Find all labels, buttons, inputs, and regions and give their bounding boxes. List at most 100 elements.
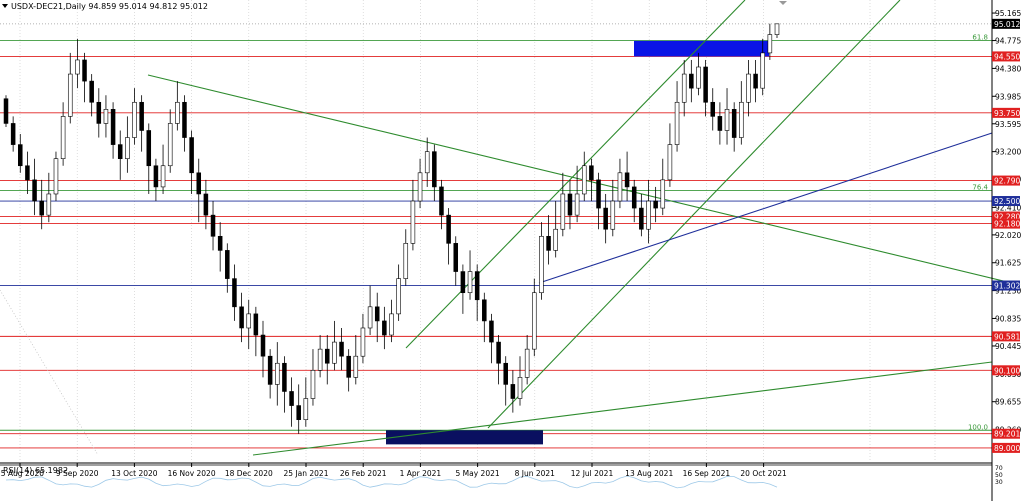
autoscroll-marker-icon[interactable] (779, 1, 787, 5)
trend-line (252, 361, 993, 456)
candlestick-series (3, 23, 780, 434)
trend-line (0, 289, 99, 456)
candle-body (189, 137, 194, 174)
candle-body (125, 137, 130, 160)
candle-body (332, 341, 337, 364)
candle-body (446, 214, 451, 244)
candle-body (289, 391, 294, 406)
level-price-label: 93.750 (994, 109, 1020, 118)
vertical-grid (19, 0, 936, 462)
fib-label: 76.4 (972, 183, 988, 191)
candle-body (767, 34, 773, 54)
candle-body (139, 101, 144, 131)
candle-body (432, 151, 437, 188)
candle-body (453, 243, 459, 272)
price-zone (634, 40, 769, 57)
candle-body (75, 59, 80, 75)
price-tick-label: 90.835 (995, 314, 1021, 323)
candle-body (596, 179, 601, 209)
time-tick-label: 1 Apr 2021 (400, 469, 442, 478)
candle-body (482, 299, 487, 322)
candle-body (703, 66, 708, 103)
candle-body (210, 214, 216, 237)
level-price-label: 91.302 (994, 282, 1020, 291)
price-tick-label: 89.655 (995, 398, 1021, 407)
price-tick-label: 91.230 (995, 287, 1021, 296)
candle-body (32, 179, 37, 202)
candle-body (46, 193, 52, 216)
candle-body (624, 172, 630, 188)
time-tick-label: 16 Sep 2021 (683, 469, 731, 478)
candle-body (717, 116, 723, 131)
candle-body (25, 165, 30, 181)
candle-body (674, 101, 680, 145)
price-tick-label: 94.775 (995, 37, 1021, 46)
candle-body (67, 73, 73, 117)
level-price-label-bg (992, 175, 1020, 186)
candle-body (382, 320, 387, 336)
candle-body (303, 398, 309, 420)
level-price-label-bg (992, 218, 1020, 229)
candle-body (489, 320, 494, 343)
level-price-label: 89.201 (994, 430, 1020, 439)
candle-body (603, 207, 608, 230)
price-tick-label: 94.380 (995, 64, 1021, 73)
level-price-label: 90.100 (994, 366, 1020, 375)
time-tick-label: 9 Sep 2020 (56, 469, 99, 478)
candle-body (153, 165, 159, 188)
candle-body (532, 292, 537, 350)
level-price-label-bg (992, 365, 1020, 376)
candle-body (117, 144, 123, 160)
candle-body (574, 193, 580, 216)
level-price-label: 94.550 (994, 52, 1020, 61)
level-price-label-bg (992, 331, 1020, 342)
level-price-label: 92.790 (994, 177, 1020, 186)
candle-body (275, 362, 280, 385)
rsi-label: RSI(14) 65.1982 (3, 466, 68, 475)
candle-body (403, 243, 409, 279)
candle-body (710, 101, 716, 117)
candle-body (646, 200, 651, 230)
level-price-label: 90.581 (994, 332, 1020, 341)
candle-body (3, 98, 9, 124)
candle-body (474, 271, 480, 301)
candle-body (724, 109, 730, 131)
price-tick-label: 90.445 (995, 342, 1021, 351)
price-tick-label: 93.595 (995, 120, 1021, 129)
candle-body (681, 73, 687, 103)
symbol-info: USDX-DEC21,Daily 94.859 95.014 94.812 95… (11, 2, 208, 11)
candle-body (146, 130, 152, 167)
candle-body (82, 59, 87, 82)
candle-body (739, 101, 744, 138)
candle-body (203, 193, 209, 216)
candle-body (560, 193, 566, 230)
candle-body (524, 348, 530, 378)
level-price-label-bg (992, 428, 1020, 439)
candle-body (296, 405, 301, 420)
candle-body (239, 306, 244, 329)
fib-label: 61.8 (972, 34, 988, 42)
candle-body (232, 278, 237, 308)
price-axis: 95.16594.77594.38093.98593.59593.20092.8… (991, 0, 1021, 501)
candle-body (253, 313, 259, 336)
candle-body (639, 207, 644, 230)
candle-body (467, 271, 473, 294)
candle-body (567, 193, 573, 216)
candle-body (39, 200, 44, 216)
candle-body (660, 179, 666, 209)
level-price-label-bg (992, 107, 1020, 118)
candle-body (581, 165, 587, 195)
time-tick-label: 20 Oct 2021 (740, 469, 787, 478)
candle-body (417, 172, 423, 202)
candle-body (110, 109, 116, 145)
candle-body (18, 144, 23, 167)
candle-body (617, 172, 623, 202)
symbol-dropdown-icon[interactable] (2, 4, 8, 8)
candle-body (389, 313, 394, 336)
candle-body (310, 370, 316, 399)
candle-body (160, 165, 166, 188)
time-tick-label: 13 Oct 2020 (111, 469, 158, 478)
candle-body (103, 109, 109, 124)
level-price-label-bg (992, 280, 1020, 291)
